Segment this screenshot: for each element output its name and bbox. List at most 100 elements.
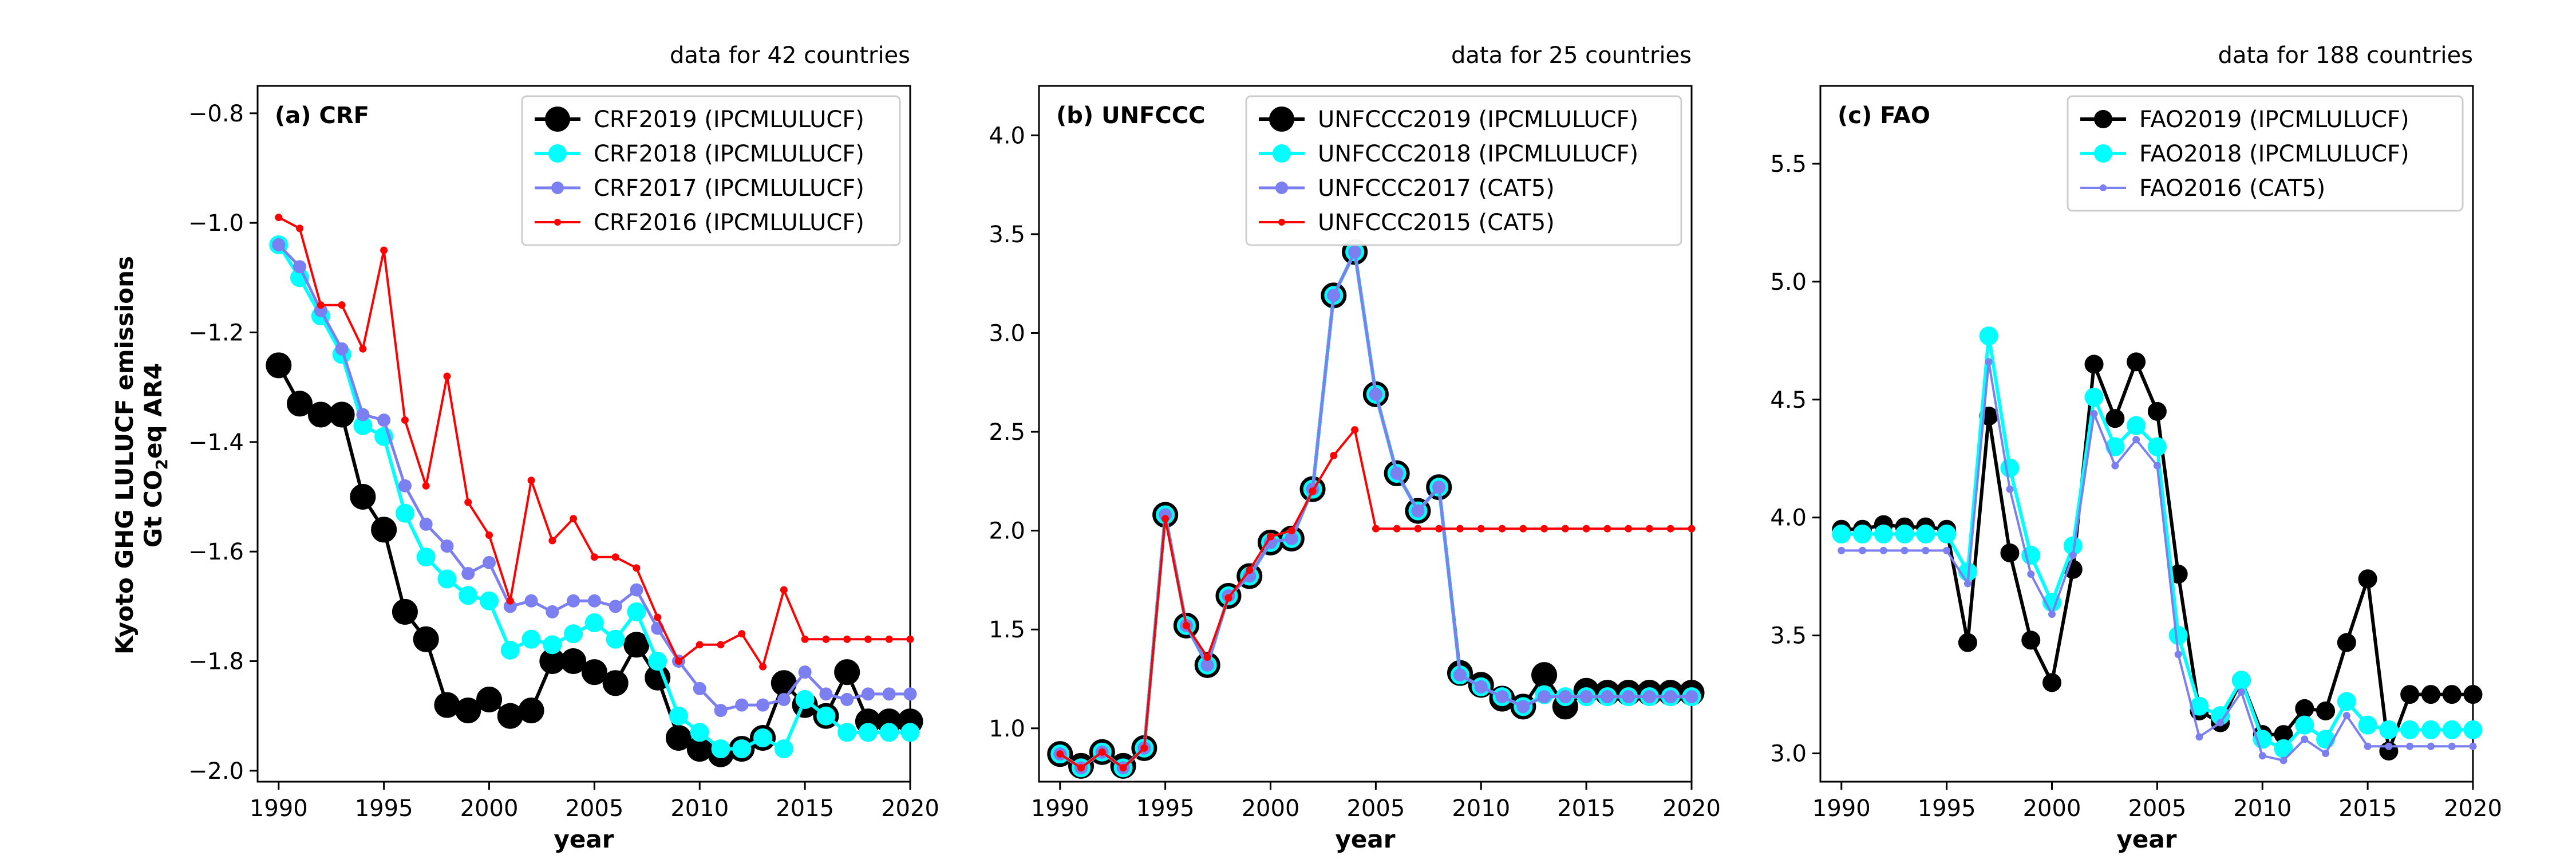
data-point [1411,504,1425,518]
legend-marker [1275,182,1288,194]
data-point [1688,525,1696,533]
data-point [2090,409,2098,417]
data-point [422,482,430,490]
data-point [437,569,457,589]
data-point [1558,690,1572,704]
data-point [476,686,503,712]
legend-marker [548,144,567,163]
x-tick-label: 1995 [355,795,413,822]
data-point [801,635,809,643]
y-tick-label: 1.0 [989,716,1025,742]
y-tick-label: −1.4 [188,430,244,456]
x-tick-label: 2015 [776,795,834,822]
data-point [2174,651,2182,659]
data-point [2127,352,2146,372]
data-point [581,659,607,685]
data-point [401,416,409,424]
legend-label: CRF2016 (IPCMLULUCF) [594,210,864,236]
data-point [2337,633,2356,652]
data-point [2385,742,2393,750]
data-point [2231,671,2251,690]
data-point [1895,525,1914,544]
data-point [350,484,376,510]
data-point [903,687,917,701]
data-point [2105,437,2125,456]
data-point [1963,580,1971,588]
data-point [1456,525,1464,533]
data-point [834,659,860,685]
legend-marker [545,107,570,132]
data-point [1666,525,1674,533]
data-point [714,704,728,718]
y-tick-label: −1.0 [188,210,244,237]
data-point [669,706,688,726]
legend-entry: UNFCCC2015 (CAT5) [1259,210,1555,236]
data-point [798,665,812,679]
legend-label: CRF2019 (IPCMLULUCF) [594,107,864,133]
data-point [527,476,535,484]
data-point [2463,685,2483,704]
data-point [398,479,412,492]
data-point [1561,525,1569,533]
x-tick-label: 2005 [1346,795,1405,822]
data-point [2421,685,2440,704]
legend: FAO2019 (IPCMLULUCF) FAO2018 (IPCMLULUCF)… [2067,95,2464,212]
data-point [2295,699,2314,718]
data-point [2337,692,2356,711]
data-point [1531,662,1558,688]
x-tick-label: 2020 [2444,795,2502,822]
legend-marker [2094,144,2112,163]
data-point [584,613,604,633]
legend-marker [551,182,564,194]
data-point [1203,653,1211,661]
panel-label: (b) UNFCCC [1056,103,1205,129]
x-tick-label: 2015 [2338,795,2397,822]
data-point [461,566,475,580]
y-tick-label: 4.0 [1770,505,1807,531]
series-fao2016-cat5 [1838,358,2477,765]
data-point [2469,742,2477,750]
data-point [506,597,514,605]
data-point [843,635,851,643]
data-point [1540,525,1548,533]
panel-label: (a) CRF [275,103,369,129]
data-point [711,739,730,759]
data-point [2042,673,2062,692]
data-point [371,517,397,543]
data-point [548,537,556,545]
x-tick-label: 1995 [1918,795,1976,822]
data-point [1182,621,1190,629]
legend-label: UNFCCC2019 (IPCMLULUCF) [1318,107,1638,133]
legend-label: FAO2018 (IPCMLULUCF) [2139,141,2409,167]
data-point [1098,748,1106,756]
data-point [2316,730,2336,749]
data-point [1901,546,1909,554]
data-point [1874,525,1893,544]
data-point [338,301,346,309]
data-point [759,663,767,671]
legend-marker [2100,184,2107,191]
data-point [1937,525,1957,544]
data-point [272,238,286,251]
data-point [1390,467,1404,480]
legend-entry: UNFCCC2018 (IPCMLULUCF) [1259,141,1638,167]
data-point [1161,515,1170,523]
x-tick-label: 2000 [2023,795,2081,822]
data-point [500,640,520,660]
legend-entry: CRF2019 (IPCMLULUCF) [535,107,864,133]
data-point [1879,546,1887,554]
data-point [1979,326,1998,346]
y-tick-label: 5.0 [1770,269,1807,295]
x-tick-label: 1990 [1812,795,1871,822]
data-point [2322,750,2330,758]
data-point [1224,594,1232,602]
data-point [906,635,914,643]
country-count-note: data for 25 countries [1451,42,1692,69]
y-tick-label: −1.6 [188,539,244,565]
data-point [2048,610,2056,618]
data-point [1351,426,1359,434]
data-point [521,629,541,649]
data-point [2316,701,2336,720]
data-point [1246,566,1254,574]
